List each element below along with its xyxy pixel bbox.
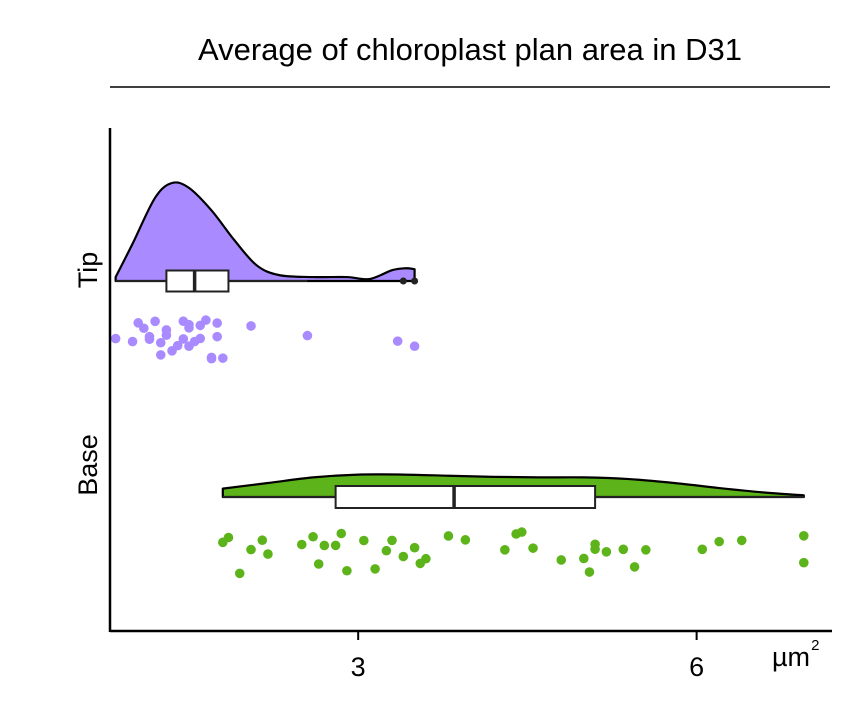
tip-point — [409, 341, 420, 352]
base-point — [336, 528, 347, 539]
tip-box — [165, 269, 230, 293]
base-point — [798, 557, 809, 568]
base-point — [579, 553, 589, 564]
base-point — [421, 553, 431, 564]
x-axis-unit: µm2 — [772, 637, 820, 672]
base-point — [629, 562, 640, 572]
tip-point — [139, 323, 149, 334]
tip-point — [212, 318, 222, 328]
base-point — [798, 531, 809, 541]
tip-point — [246, 321, 256, 331]
y-label-base: Base — [73, 434, 103, 496]
base-point — [223, 532, 234, 543]
base-point — [381, 545, 392, 556]
tip-point — [127, 336, 138, 347]
base-point — [398, 551, 409, 562]
chart-title: Average of chloroplast plan area in D31 — [198, 32, 742, 67]
y-axis-labels: Tip Base — [73, 252, 103, 496]
base-point — [359, 535, 369, 546]
base-point — [319, 540, 330, 551]
y-label-tip: Tip — [73, 252, 103, 289]
base-point — [370, 564, 380, 574]
base-point — [641, 545, 651, 555]
tip-point — [218, 353, 228, 363]
tip-point — [155, 350, 166, 360]
base-point — [246, 544, 256, 555]
tip-point — [184, 319, 194, 330]
tip-point — [212, 331, 222, 342]
tip-point — [161, 325, 172, 335]
base-point — [601, 547, 612, 557]
base-point — [556, 555, 567, 565]
tip-point — [201, 315, 211, 325]
tip-point — [144, 334, 155, 345]
base-point — [234, 568, 245, 579]
base-point — [528, 543, 538, 553]
base-point — [308, 531, 318, 542]
base-point — [296, 539, 307, 550]
base-point — [257, 535, 268, 546]
tip-point — [110, 333, 121, 344]
base-point — [409, 542, 420, 553]
tip-point — [195, 333, 206, 344]
tip-point — [302, 330, 313, 341]
base-point — [590, 544, 600, 555]
tip-point — [155, 337, 166, 348]
base-point — [313, 559, 324, 569]
tip-point — [392, 336, 403, 346]
tip-density — [114, 181, 416, 283]
tip-point — [150, 316, 160, 327]
tip-point — [178, 334, 189, 344]
tip-outlier — [411, 277, 419, 285]
base-point — [387, 535, 397, 546]
tip-point — [172, 340, 183, 351]
base-point — [263, 549, 273, 559]
base-box — [334, 485, 597, 509]
base-point — [516, 527, 527, 537]
base-point — [443, 531, 454, 541]
base-point — [736, 535, 747, 546]
tip-point — [206, 353, 217, 364]
base-point — [714, 536, 724, 547]
base-point — [500, 545, 510, 555]
tip-outlier — [399, 277, 407, 285]
base-point — [697, 544, 708, 555]
base-point — [342, 565, 352, 576]
base-point — [618, 544, 629, 555]
plot-area — [110, 181, 809, 579]
base-point — [584, 567, 595, 577]
base-point — [330, 540, 341, 551]
x-tick-label: 3 — [351, 652, 366, 682]
base-point — [460, 535, 471, 545]
x-tick-label: 6 — [689, 652, 704, 682]
